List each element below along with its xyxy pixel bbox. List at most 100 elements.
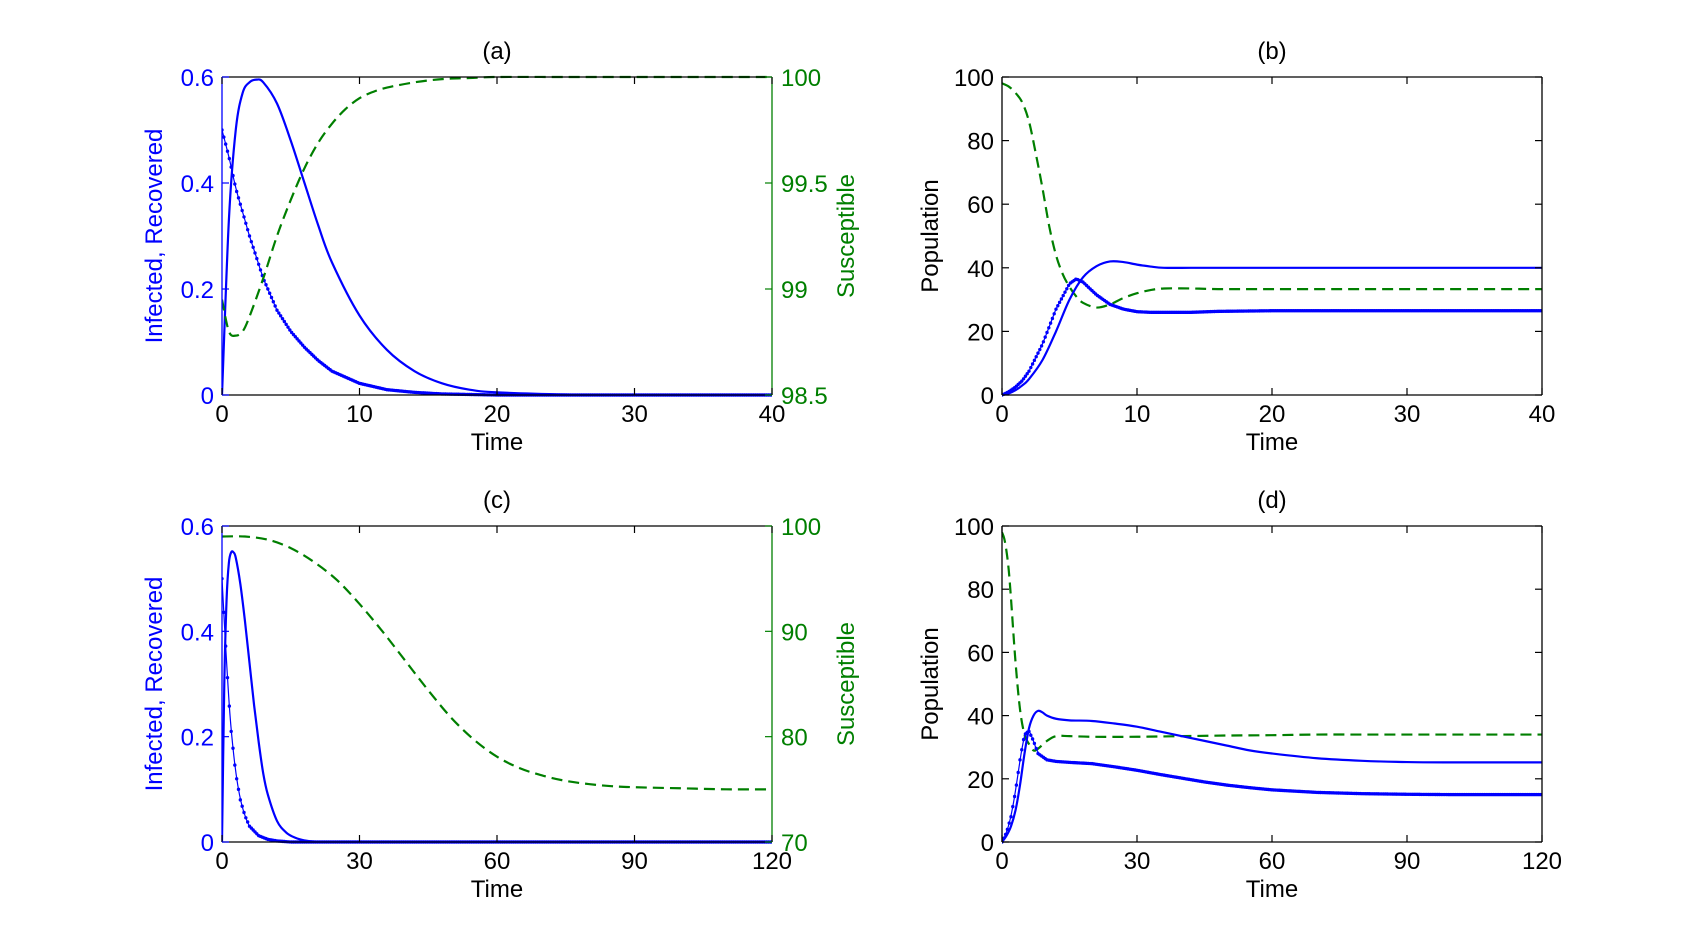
series-point	[266, 287, 270, 291]
series-point	[242, 810, 246, 815]
series-point	[1059, 297, 1064, 301]
series-point	[1021, 377, 1026, 381]
y-tick-label-left: 0	[981, 383, 994, 410]
series-point	[264, 283, 268, 287]
x-tick-label: 0	[215, 848, 228, 875]
y-tick-label-right: 99	[781, 277, 808, 304]
series-point	[238, 202, 243, 206]
x-tick-label: 30	[346, 848, 373, 875]
y-tick-label-right: 70	[781, 830, 808, 857]
series-line-recovered	[1002, 277, 1542, 397]
series-line-susceptible	[1002, 82, 1542, 309]
y-axis-label-right: Susceptible	[833, 174, 860, 298]
series-line-infected	[222, 550, 772, 844]
series-point	[1030, 737, 1035, 741]
x-axis-label: Time	[471, 876, 523, 903]
series-point	[240, 804, 244, 808]
x-tick-label: 0	[995, 401, 1008, 428]
x-tick-label: 120	[1522, 848, 1562, 875]
y-tick-label-left: 0	[981, 830, 994, 857]
series-point	[1020, 748, 1024, 752]
series-point	[1029, 733, 1033, 737]
series-point	[234, 189, 239, 194]
series-point	[1032, 741, 1037, 746]
y-tick-label-right: 100	[781, 65, 821, 92]
series-line-trace	[1002, 730, 1542, 843]
y-tick-label-right: 98.5	[781, 383, 828, 410]
series-line-susceptible	[222, 535, 772, 791]
series-group	[222, 75, 772, 397]
y-tick-label-left: 0.4	[181, 171, 214, 198]
series-point	[1021, 737, 1026, 742]
series-point	[277, 311, 281, 315]
y-tick-label-left: 80	[967, 577, 994, 604]
series-point	[1016, 770, 1020, 775]
series-line-trace	[222, 578, 772, 843]
series-point	[288, 328, 292, 332]
series-point	[255, 256, 259, 261]
series-line-susceptible	[1002, 531, 1542, 752]
y-axis-label: Population	[917, 627, 944, 740]
series-point	[286, 325, 290, 329]
y-tick-label-left: 20	[967, 767, 994, 794]
series-point	[1048, 321, 1053, 325]
series-point	[284, 322, 288, 327]
x-tick-label: 40	[1529, 401, 1556, 428]
series-point	[267, 291, 272, 295]
series-point	[1003, 832, 1008, 837]
chart-panel-c: 0 30 60 90 120 0 0.2 0.4 0.6 70 80 90 100 (c) Time Infe…	[141, 487, 860, 903]
series-point	[1005, 827, 1010, 832]
series-point	[223, 644, 228, 648]
series-point	[229, 165, 233, 169]
series-group	[222, 535, 772, 844]
series-point	[249, 239, 254, 244]
series-point	[1047, 326, 1051, 330]
series-point	[280, 316, 285, 321]
y-tick-label-left: 0.4	[181, 619, 214, 646]
series-point	[271, 300, 276, 304]
y-axis-label-left: Infected, Recovered	[141, 129, 168, 344]
chart-title: (c)	[483, 487, 511, 514]
y-tick-label-right: 100	[781, 514, 821, 541]
series-point	[1038, 347, 1042, 352]
series-point	[231, 173, 235, 178]
series-point	[227, 704, 232, 708]
series-point	[251, 245, 255, 250]
series-line-trace	[1002, 278, 1542, 396]
series-point	[1023, 374, 1028, 378]
series-point	[1061, 293, 1065, 298]
series-point	[1057, 300, 1062, 305]
series-point	[1032, 358, 1037, 363]
series-point	[1018, 758, 1022, 762]
y-tick-label-left: 40	[967, 256, 994, 283]
y-tick-label-right: 99.5	[781, 171, 828, 198]
x-tick-label: 90	[1394, 848, 1421, 875]
series-line-infected	[1002, 260, 1542, 397]
series-point	[227, 156, 232, 161]
series-point	[233, 182, 237, 186]
series-point	[1034, 746, 1038, 751]
y-tick-label-left: 100	[954, 514, 994, 541]
y-tick-label-left: 80	[967, 129, 994, 156]
chart-panel-b: 0 10 20 30 40 0 20 40 60 80 100 (b) Time Population	[917, 38, 1555, 456]
series-point	[1030, 362, 1035, 366]
chart-title: (b)	[1257, 38, 1286, 65]
series-point	[240, 208, 244, 213]
series-point	[1045, 330, 1049, 335]
series-point	[233, 763, 237, 767]
series-point	[245, 227, 250, 232]
y-tick-label-left: 60	[967, 640, 994, 667]
series-line-recovered	[1002, 729, 1542, 844]
series-point	[231, 746, 235, 750]
series-point	[1002, 836, 1006, 840]
x-tick-label: 30	[1394, 401, 1421, 428]
y-tick-label-left: 20	[967, 319, 994, 346]
series-point	[236, 196, 241, 200]
x-axis-label: Time	[1246, 876, 1298, 903]
series-point	[1052, 312, 1056, 316]
x-tick-label: 0	[995, 848, 1008, 875]
series-point	[1027, 729, 1031, 734]
x-tick-label: 60	[484, 848, 511, 875]
chart-panel-d: 0 30 60 90 120 0 20 40 60 80 100 (d) Time Population	[917, 487, 1562, 903]
